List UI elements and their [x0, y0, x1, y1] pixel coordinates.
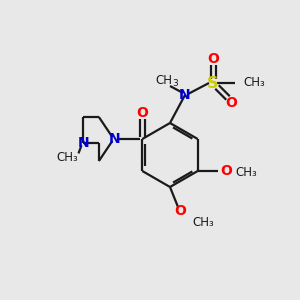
- Text: 3: 3: [172, 80, 178, 88]
- Text: CH: CH: [155, 74, 172, 88]
- Text: O: O: [221, 164, 232, 178]
- Text: CH₃: CH₃: [243, 76, 265, 89]
- Text: CH₃: CH₃: [236, 167, 257, 179]
- Text: O: O: [225, 96, 237, 110]
- Text: S: S: [207, 76, 219, 91]
- Text: CH₃: CH₃: [192, 217, 214, 230]
- Text: O: O: [174, 204, 186, 218]
- Text: CH₃: CH₃: [57, 151, 79, 164]
- Text: O: O: [136, 106, 148, 120]
- Text: O: O: [207, 52, 219, 66]
- Text: N: N: [109, 132, 120, 146]
- Text: N: N: [78, 136, 89, 150]
- Text: N: N: [179, 88, 191, 102]
